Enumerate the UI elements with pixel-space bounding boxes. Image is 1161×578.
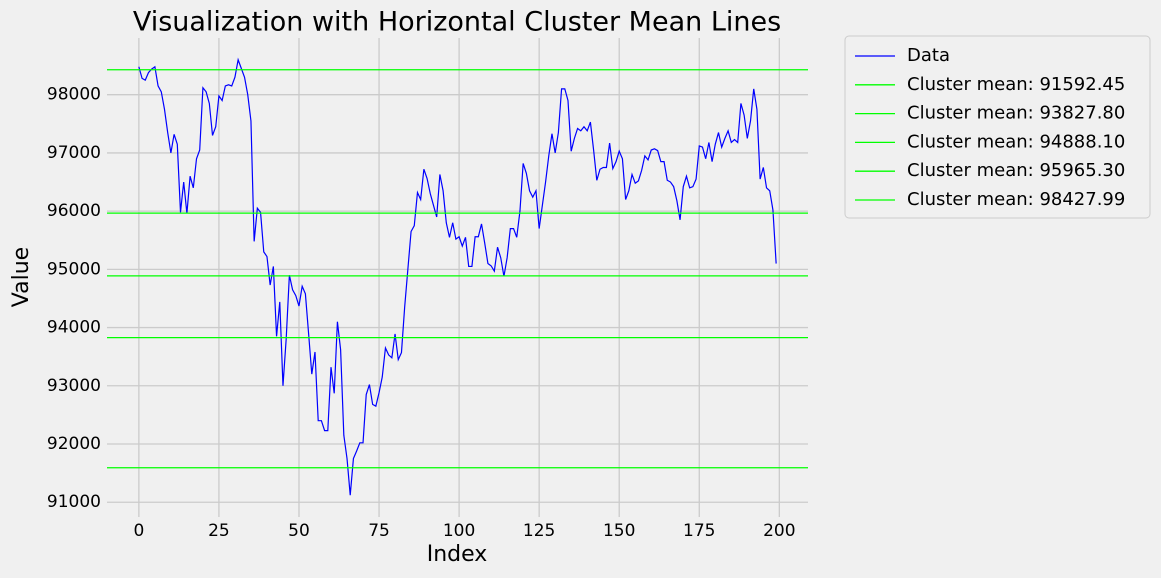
y-tick-label: 97000 (47, 143, 101, 163)
y-tick-label: 91000 (47, 492, 101, 512)
legend-label: Cluster mean: 98427.99 (907, 189, 1125, 210)
y-tick-label: 96000 (47, 201, 101, 221)
x-tick-label: 100 (443, 521, 475, 541)
legend-box (844, 35, 1151, 219)
y-tick-label: 92000 (47, 434, 101, 454)
x-tick-label: 150 (603, 521, 635, 541)
legend-label: Cluster mean: 93827.80 (907, 103, 1125, 124)
x-tick-label: 125 (523, 521, 555, 541)
chart-title: Visualization with Horizontal Cluster Me… (133, 7, 781, 38)
x-tick-label: 25 (208, 521, 230, 541)
x-tick-label: 0 (133, 521, 144, 541)
x-tick-label: 75 (368, 521, 390, 541)
data-line (138, 57, 777, 496)
legend-label: Cluster mean: 95965.30 (907, 160, 1125, 181)
y-tick-label: 93000 (47, 376, 101, 396)
y-axis-label: Value (9, 247, 34, 307)
legend-label: Cluster mean: 91592.45 (907, 74, 1125, 95)
legend-label: Data (907, 45, 950, 66)
x-axis-label: Index (427, 542, 488, 567)
x-tick-label: 50 (288, 521, 310, 541)
y-tick-label: 94000 (47, 318, 101, 338)
x-tick-label: 200 (763, 521, 795, 541)
y-tick-label: 98000 (47, 85, 101, 105)
y-tick-label: 95000 (47, 259, 101, 279)
x-tick-label: 175 (683, 521, 715, 541)
legend-label: Cluster mean: 94888.10 (907, 131, 1125, 152)
